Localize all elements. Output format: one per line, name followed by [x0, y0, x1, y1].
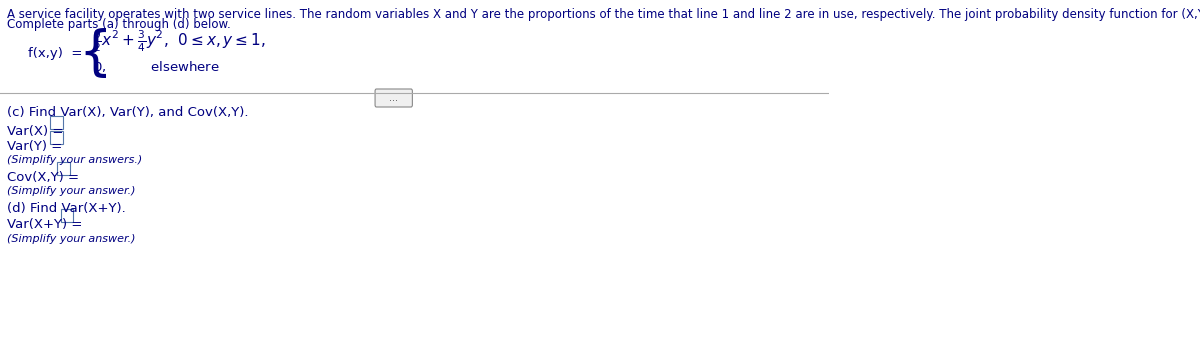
Text: Cov(X,Y) =: Cov(X,Y) = [7, 171, 79, 184]
Text: (d) Find Var(X+Y).: (d) Find Var(X+Y). [7, 202, 126, 215]
Text: Var(X) =: Var(X) = [7, 125, 64, 138]
Text: ...: ... [389, 93, 398, 103]
Text: $0,$          elsewhere: $0,$ elsewhere [94, 58, 220, 73]
Bar [50, 116, 62, 129]
Text: (c) Find Var(X), Var(Y), and Cov(X,Y).: (c) Find Var(X), Var(Y), and Cov(X,Y). [7, 106, 248, 119]
Text: $\frac{9}{2}x^2 + \frac{3}{4}y^2$,  $0 \leq x,y \leq 1$,: $\frac{9}{2}x^2 + \frac{3}{4}y^2$, $0 \l… [94, 28, 266, 54]
Text: f(x,y)  =: f(x,y) = [28, 47, 82, 59]
FancyBboxPatch shape [376, 89, 413, 107]
Text: A service facility operates with two service lines. The random variables X and Y: A service facility operates with two ser… [7, 8, 1200, 21]
Text: (Simplify your answer.): (Simplify your answer.) [7, 186, 136, 196]
Text: Var(X+Y) =: Var(X+Y) = [7, 218, 83, 231]
Bar [58, 162, 70, 175]
Text: $\{$: $\{$ [78, 26, 107, 80]
Text: Var(Y) =: Var(Y) = [7, 140, 62, 153]
Text: (Simplify your answers.): (Simplify your answers.) [7, 155, 142, 165]
Bar [50, 131, 62, 144]
Text: (Simplify your answer.): (Simplify your answer.) [7, 234, 136, 244]
Text: Complete parts (a) through (d) below.: Complete parts (a) through (d) below. [7, 18, 230, 31]
Bar [61, 209, 73, 222]
